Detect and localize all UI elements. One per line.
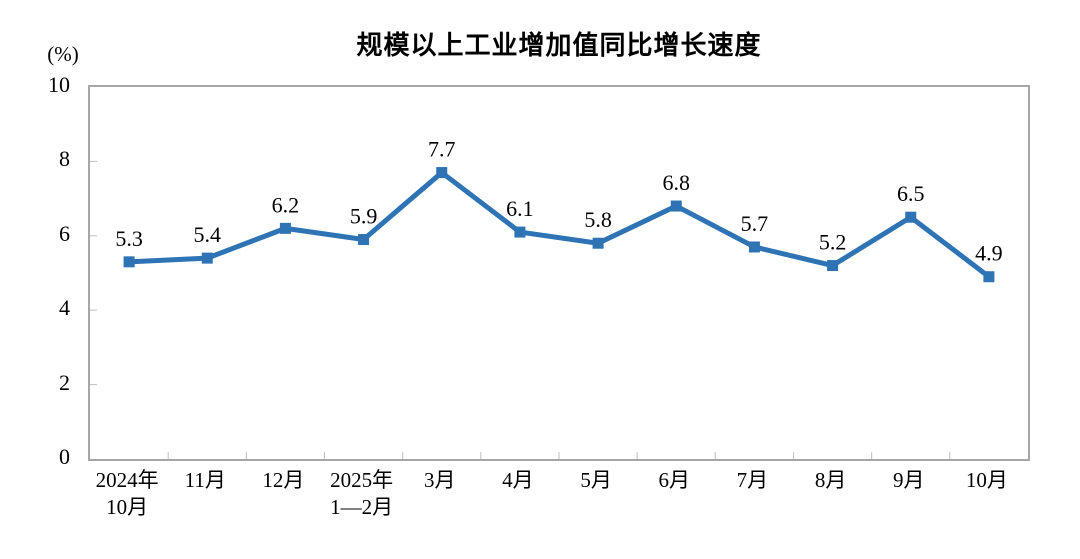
y-axis-tick-label: 6: [59, 220, 70, 246]
data-point-marker: [748, 241, 760, 253]
data-point-label: 6.2: [272, 192, 300, 217]
data-point-marker: [592, 237, 604, 249]
data-point-marker: [201, 252, 213, 264]
data-point-label: 4.9: [975, 241, 1003, 266]
data-point-marker: [983, 271, 995, 283]
x-axis-category-label: 11月: [184, 468, 226, 492]
y-axis-unit-label: (%): [47, 42, 79, 66]
y-axis-tick-label: 2: [59, 369, 70, 395]
y-axis-tick-label: 0: [59, 444, 70, 469]
x-axis-category-label: 12月: [262, 468, 305, 492]
data-point-label: 5.9: [350, 204, 378, 229]
data-point-label: 5.4: [194, 222, 222, 247]
data-point-marker: [123, 256, 135, 268]
data-point-marker: [436, 167, 448, 179]
plot-area: 5.3 5.4 6.2 5.9 7.7 6.1 5.8 6.8 5.7 5.2 6.5 4.9: [88, 85, 1030, 461]
data-point-marker: [358, 234, 370, 246]
data-point-label: 6.5: [897, 181, 925, 206]
y-axis-tick-label: 10: [48, 72, 70, 97]
chart-title: 规模以上工业增加值同比增长速度: [356, 30, 762, 60]
data-point-label: 5.2: [819, 230, 847, 255]
x-axis-category-label: 2025年 1—2月: [330, 468, 394, 519]
x-axis-category-label: 6月: [658, 468, 690, 492]
data-point-marker: [670, 200, 682, 212]
data-point-label: 7.7: [428, 137, 456, 162]
data-point-marker: [279, 222, 291, 234]
data-point-label: 5.8: [584, 207, 612, 232]
data-point-label: 5.3: [115, 226, 143, 251]
x-axis-category-label: 9月: [892, 468, 925, 492]
series-line: [126, 170, 992, 280]
x-axis-category-label: 2024年 10月: [95, 468, 159, 519]
data-point-label: 5.7: [741, 211, 769, 236]
line-series-canvas: 5.3 5.4 6.2 5.9 7.7 6.1 5.8 6.8 5.7 5.2 6.5 4.9: [90, 137, 1003, 459]
x-axis-category-label: 4月: [502, 468, 534, 492]
y-axis-tick-label: 4: [59, 295, 70, 321]
x-axis-category-label: 3月: [423, 468, 456, 492]
x-axis-category-label: 10月: [965, 468, 1008, 492]
data-point-label: 6.1: [506, 196, 533, 221]
data-point-marker: [514, 226, 526, 238]
y-axis-tick-label: 8: [59, 146, 70, 172]
x-axis-category-label: 8月: [814, 468, 847, 492]
x-axis-category-label: 7月: [736, 468, 769, 492]
x-axis-category-label: 5月: [580, 468, 612, 492]
data-point-label: 6.8: [663, 170, 691, 195]
data-point-marker: [827, 260, 839, 272]
data-point-marker: [905, 211, 917, 223]
